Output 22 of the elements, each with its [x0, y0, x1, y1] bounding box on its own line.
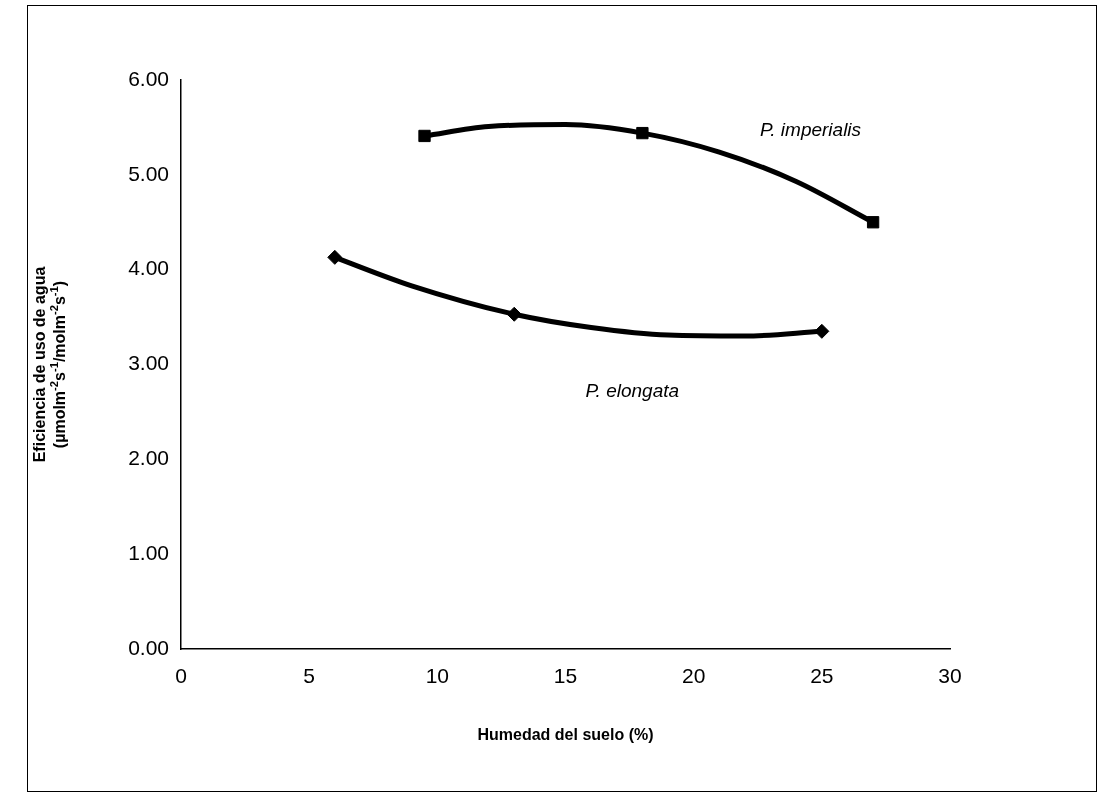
y-tick-label: 1.00 [128, 540, 169, 564]
point [636, 126, 649, 140]
x-tick-label: 5 [303, 664, 316, 688]
x-tick-label: 20 [681, 664, 706, 688]
y-tick-label: 6.00 [128, 66, 169, 90]
y-tick-label: 5.00 [128, 161, 169, 185]
annotation: P. elongata [585, 379, 680, 401]
x-tick-label: 30 [938, 664, 962, 688]
x-axis-title: Humedad del suelo (%) [477, 725, 654, 743]
x-tick-label: 10 [425, 664, 450, 688]
y-tick-label: 0.00 [128, 635, 169, 659]
y-tick-label: 3.00 [128, 351, 169, 375]
x-tick-label: 15 [553, 664, 578, 688]
point [418, 129, 431, 143]
y-tick-label: 2.00 [128, 446, 169, 470]
point [866, 216, 880, 229]
annotation: P. imperialis [760, 118, 862, 140]
x-tick-label: 0 [175, 664, 187, 688]
point [506, 306, 522, 322]
y-tick-label: 4.00 [128, 256, 169, 280]
point [327, 249, 343, 265]
x-tick-label: 25 [810, 664, 834, 688]
